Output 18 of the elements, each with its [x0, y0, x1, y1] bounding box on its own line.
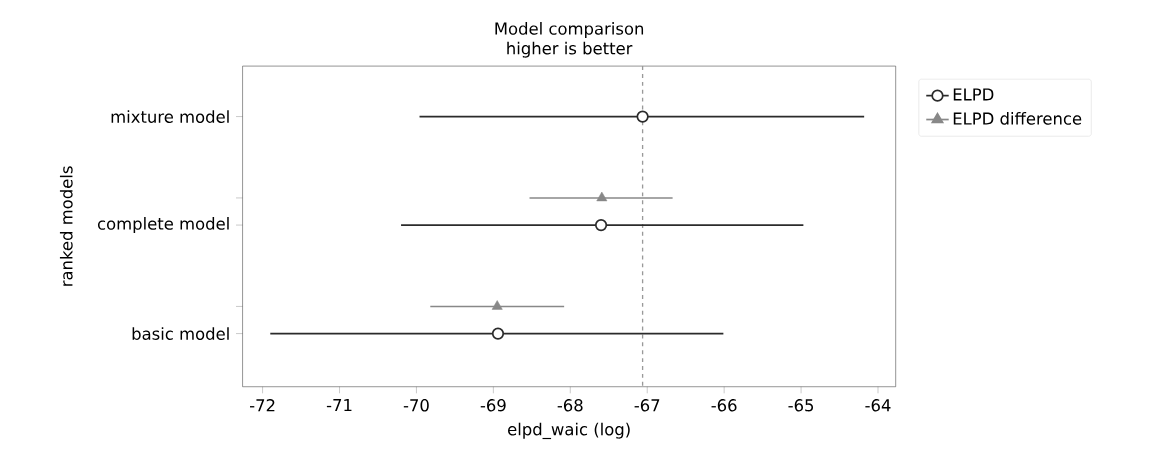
x-tick-label: -71	[326, 399, 352, 412]
x-tick-label: -64	[865, 399, 891, 412]
x-tick-label: -72	[249, 399, 275, 412]
x-tick-label: -67	[634, 399, 660, 412]
chart-subtitle: higher is better	[507, 41, 633, 58]
y-tick-label: mixture model	[111, 110, 229, 123]
chart-title: Model comparison	[495, 22, 644, 39]
x-tick-label: -70	[403, 399, 429, 412]
y-tick-label: basic model	[132, 327, 229, 340]
x-tick-label: -66	[711, 399, 737, 412]
y-tick-label: complete model	[97, 217, 229, 234]
y-axis-title: ranked models	[59, 166, 73, 286]
x-axis-title: elpd_waic (log)	[508, 422, 630, 440]
legend-label: ELPD difference	[953, 112, 1082, 125]
x-tick-label: -69	[480, 399, 506, 412]
legend-label: ELPD	[953, 88, 994, 101]
x-tick-label: -65	[788, 399, 814, 412]
x-tick-label: -68	[557, 399, 583, 412]
